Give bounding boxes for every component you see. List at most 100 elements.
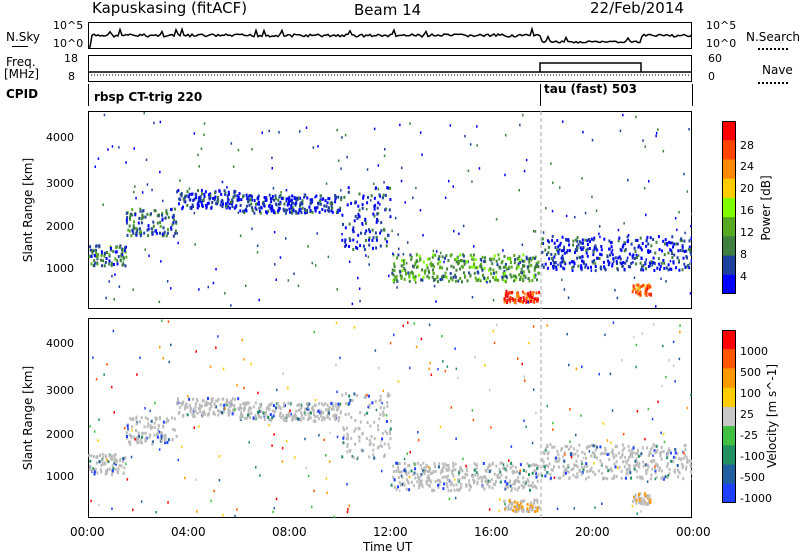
echo-cell [662,259,665,262]
echo-cell [584,238,587,242]
echo-cell [453,488,456,492]
echo-cell [182,205,184,209]
echo-cell [93,259,96,263]
echo-cell [667,450,670,454]
scatter-cell [319,411,321,414]
scatter-cell [454,496,457,500]
echo-cell [270,418,273,422]
scatter-cell [131,429,133,432]
echo-cell [517,299,520,302]
echo-cell [534,273,537,277]
echo-cell [646,284,649,288]
scatter-cell [484,364,486,367]
echo-cell [346,443,349,446]
echo-cell [326,201,329,205]
echo-cell [129,218,132,221]
echo-cell [92,249,95,253]
scatter-cell [644,437,646,441]
echo-cell [114,453,117,457]
echo-cell [389,215,392,219]
echo-cell [380,229,383,233]
echo-cell [88,467,91,471]
echo-cell [620,470,623,473]
echo-cell [458,488,460,492]
echo-cell [596,445,598,449]
echo-cell [530,297,533,301]
scatter-cell [591,138,594,142]
echo-cell [427,483,430,487]
echo-cell [114,250,117,254]
freq-left-tick-top: 18 [64,52,78,65]
echo-cell [521,500,524,503]
echo-cell [258,209,261,213]
echo-cell [118,463,121,467]
echo-cell [459,277,462,280]
echo-cell [469,273,472,277]
echo-cell [680,239,683,243]
echo-cell [431,489,434,493]
echo-cell [632,499,635,503]
echo-cell [230,400,233,404]
echo-cell [179,406,182,409]
echo-cell [473,479,476,483]
scatter-cell [637,254,640,257]
echo-cell [98,460,101,464]
echo-cell [270,204,273,208]
echo-cell [115,461,117,464]
echo-cell [293,414,296,418]
echo-cell [647,265,650,268]
echo-cell [646,235,649,239]
echo-cell [548,462,551,466]
scatter-cell [534,230,537,233]
echo-cell [91,469,94,473]
echo-cell [379,412,382,416]
echo-cell [279,200,282,204]
echo-cell [633,464,636,468]
echo-cell [315,206,318,210]
echo-cell [483,487,486,491]
scatter-cell [125,462,127,466]
echo-cell [447,474,449,478]
echo-cell [334,402,337,406]
echo-cell [179,198,182,202]
echo-cell [408,279,411,283]
echo-cell [656,448,659,452]
echo-cell [370,194,373,198]
scatter-cell [655,305,657,308]
echo-cell [397,467,400,471]
echo-cell [477,476,480,480]
echo-cell [444,256,446,260]
echo-cell [544,448,547,452]
scatter-cell [98,418,100,421]
echo-cell [305,402,308,406]
scatter-cell [195,478,197,481]
echo-cell [130,435,133,439]
echo-cell [585,462,588,466]
echo-cell [111,473,113,477]
echo-cell [596,256,599,260]
scatter-cell [282,372,284,375]
scatter-cell [256,244,259,247]
echo-cell [532,256,535,260]
echo-cell [196,399,199,403]
echo-cell [172,218,175,222]
echo-cell [349,398,352,402]
echo-cell [96,261,99,265]
scatter-cell [528,341,530,345]
echo-cell [95,455,98,459]
echo-cell [221,397,224,401]
echo-cell [211,201,214,204]
echo-cell [218,410,221,414]
echo-cell [225,398,228,402]
echo-cell [217,397,220,401]
scatter-cell [545,207,547,210]
echo-cell [636,448,639,452]
scatter-cell [546,324,548,327]
echo-cell [285,199,288,203]
echo-cell [639,236,642,240]
echo-cell [617,256,620,260]
echo-cell [344,226,347,230]
echo-cell [135,231,138,235]
echo-cell [323,417,326,421]
echo-cell [274,197,277,201]
